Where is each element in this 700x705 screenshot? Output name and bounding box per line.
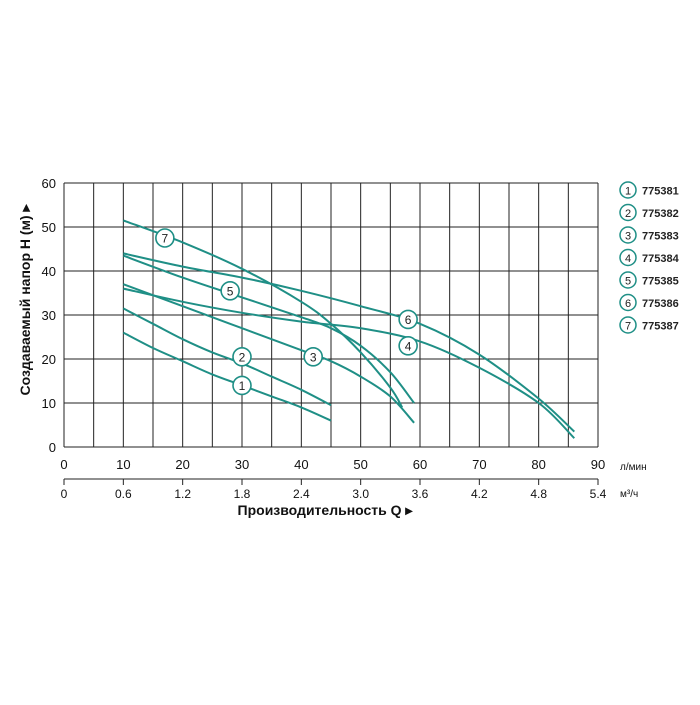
legend-entry: 775384 [642, 253, 680, 265]
legend-marker-label: 6 [625, 298, 631, 310]
y-tick-label: 50 [42, 220, 56, 235]
legend-entry: 775385 [642, 276, 679, 288]
x-tick-label: 20 [175, 457, 189, 472]
curve-marker-1 [232, 375, 252, 396]
x2-tick-label: 3.0 [352, 487, 369, 501]
legend-marker-1 [619, 181, 637, 199]
curve-marker-6 [398, 309, 418, 330]
legend-marker-label: 7 [625, 321, 631, 333]
x-unit-label: л/мин [620, 462, 647, 473]
axis-layer: 0 10 20 30 40 50 60 0 10 20 30 40 50 60 70 80 90 0 0.6 1.2 1… [42, 176, 607, 501]
legend-entry: 775382 [642, 208, 679, 220]
legend-entry: 775383 [642, 231, 679, 243]
x2-tick-label: 1.8 [234, 487, 251, 501]
curve-marker-5 [220, 280, 240, 301]
x2-tick-label: 4.8 [530, 487, 547, 501]
curve-marker-2 [232, 346, 252, 367]
legend-marker-5 [619, 271, 637, 289]
curve-marker-4 [398, 335, 418, 356]
x-tick-label: 40 [294, 457, 308, 472]
y-axis-title: Создаваемый напор H (м) ▸ [17, 204, 33, 396]
x2-tick-label: 0.6 [115, 487, 132, 501]
curve-775382 [122, 307, 332, 407]
x-tick-label: 0 [60, 457, 67, 472]
legend-marker-label: 2 [625, 208, 631, 220]
curve-775386 [123, 252, 575, 433]
curve-775381 [122, 331, 332, 422]
curve-marker-label: 1 [239, 379, 246, 393]
legend-marker-label: 5 [625, 276, 631, 288]
curve-marker-label: 6 [405, 313, 412, 327]
curve-775385 [122, 254, 415, 404]
legend-entry: 775387 [642, 321, 679, 333]
x-tick-label: 80 [531, 457, 545, 472]
y-tick-label: 60 [42, 176, 56, 191]
legend-marker-2 [619, 203, 637, 222]
x2-unit-label: м³/ч [620, 489, 638, 500]
y-tick-label: 30 [42, 308, 56, 323]
curve-marker-label: 3 [310, 350, 317, 364]
x2-tick-label: 3.6 [412, 487, 429, 501]
curve-marker-label: 4 [405, 339, 412, 353]
legend-marker-label: 1 [625, 186, 631, 198]
x-tick-label: 50 [353, 457, 367, 472]
curve-layer [122, 219, 576, 439]
legend-marker-6 [619, 293, 637, 312]
y-tick-label: 40 [42, 264, 56, 279]
curve-marker-label: 5 [227, 284, 234, 298]
x-tick-label: 70 [472, 457, 486, 472]
x2-tick-label: 0 [61, 487, 68, 501]
legend-marker-3 [619, 226, 637, 244]
x2-tick-label: 1.2 [174, 487, 191, 501]
x2-tick-label: 5.4 [590, 487, 607, 501]
x2-tick-label: 2.4 [293, 487, 310, 501]
legend-marker-4 [619, 248, 637, 267]
curve-775387 [122, 219, 404, 408]
y-tick-label: 0 [49, 440, 56, 455]
curve-marker-label: 7 [162, 232, 169, 246]
x-tick-label: 90 [591, 457, 605, 472]
x-tick-label: 30 [235, 457, 249, 472]
legend-marker-label: 3 [625, 231, 631, 243]
curve-marker-7 [155, 228, 175, 248]
legend-layer: 1 775381 2 775382 3 775383 4 775384 5 775385 6 7753… [619, 181, 680, 334]
y-tick-label: 20 [42, 352, 56, 367]
curve-marker-3 [303, 346, 324, 367]
grid-layer [63, 182, 599, 448]
x-tick-label: 10 [116, 457, 130, 472]
curve-775384 [123, 287, 576, 439]
curve-marker-label: 2 [239, 350, 246, 364]
legend-entry: 775381 [642, 186, 679, 198]
legend-marker-label: 4 [625, 253, 631, 265]
x-tick-label: 60 [413, 457, 427, 472]
x-axis-title: Производительность Q ▸ [238, 502, 414, 518]
label-layer: 1 2 3 4 5 6 7 [155, 228, 418, 396]
x2-tick-label: 4.2 [471, 487, 488, 501]
legend-marker-7 [619, 316, 637, 334]
legend-entry: 775386 [642, 298, 679, 310]
y-tick-label: 10 [42, 396, 56, 411]
